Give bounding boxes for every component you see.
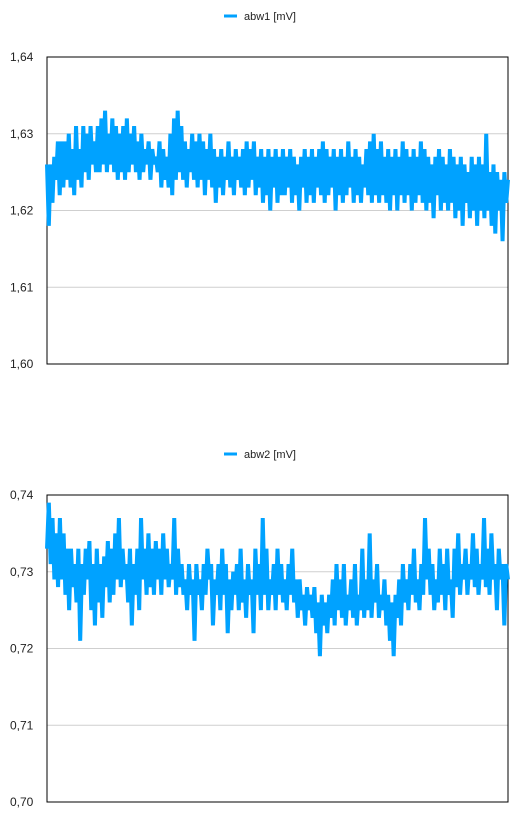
chart-svg: abw2 [mV] 0,70 0,71 0,72 0,73 0,74 <box>10 449 510 809</box>
legend-label: abw1 [mV] <box>244 11 296 23</box>
chart-svg: abw1 [mV] 1,60 1,61 1,62 1,63 1,64 <box>10 11 510 371</box>
legend-label: abw2 [mV] <box>244 449 296 461</box>
y-tick-label: 1,61 <box>10 280 34 294</box>
series-line-1 <box>45 110 510 242</box>
y-tick-label: 0,73 <box>10 565 34 579</box>
y-tick-label: 1,63 <box>10 127 34 141</box>
y-tick-label: 1,60 <box>10 357 34 371</box>
y-tick-label: 0,70 <box>10 795 34 809</box>
y-tick-label: 0,71 <box>10 718 34 732</box>
y-tick-label: 0,72 <box>10 642 34 656</box>
chart-abw2: abw2 [mV] 0,70 0,71 0,72 0,73 0,74 <box>0 438 531 838</box>
y-tick-label: 1,64 <box>10 50 34 64</box>
y-tick-label: 0,74 <box>10 488 34 502</box>
legend: abw2 [mV] <box>224 449 296 461</box>
series-line-2 <box>45 502 510 657</box>
legend: abw1 [mV] <box>224 11 296 23</box>
chart-abw1: abw1 [mV] 1,60 1,61 1,62 1,63 1,64 <box>0 0 531 400</box>
y-tick-label: 1,62 <box>10 204 34 218</box>
plot-area <box>46 494 509 803</box>
